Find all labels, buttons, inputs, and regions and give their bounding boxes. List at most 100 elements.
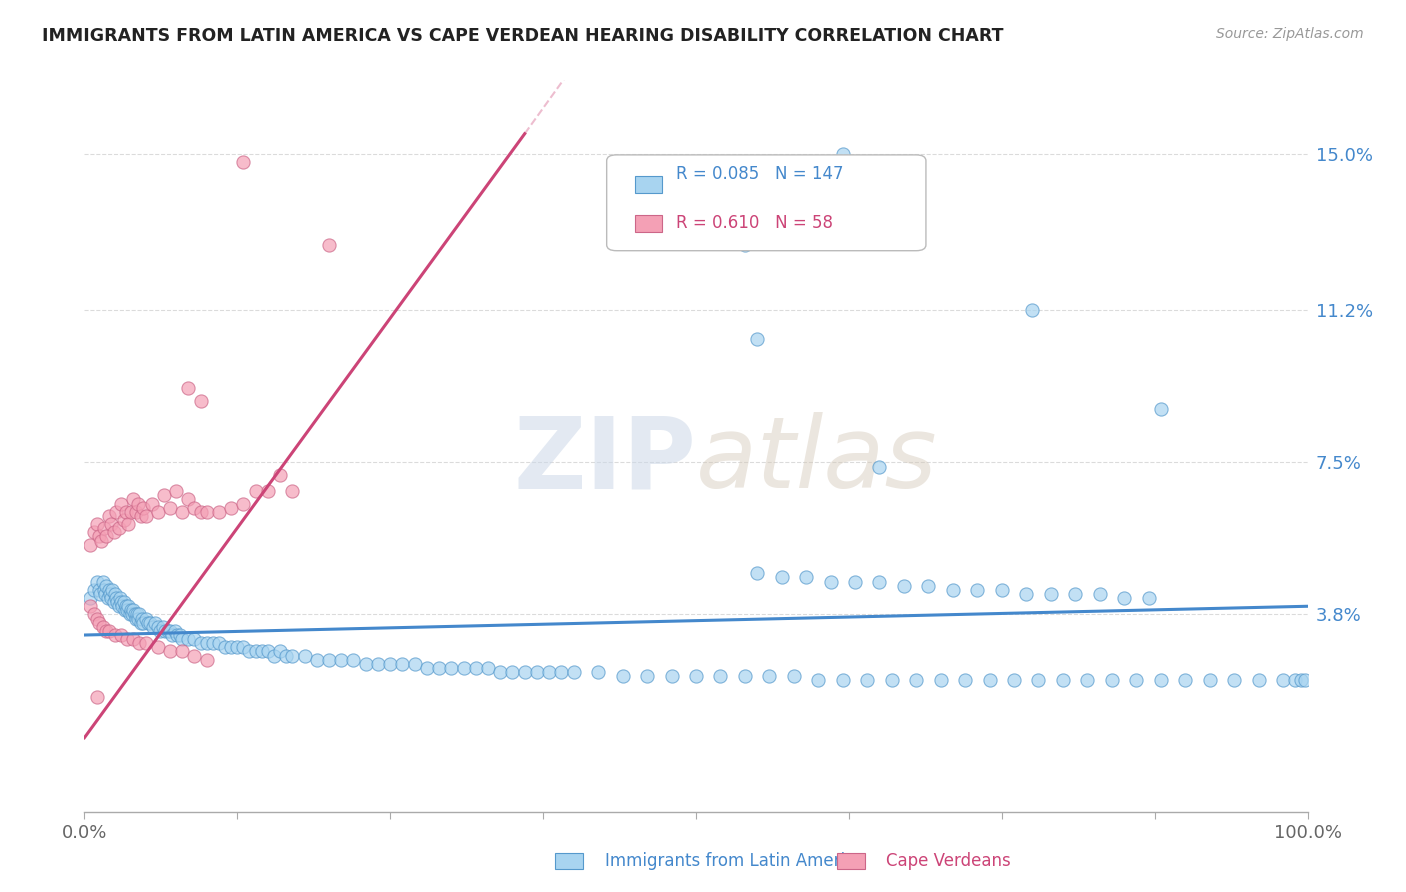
Point (257, 644, 280, 658)
Point (96, 624, 118, 638)
Point (115, 603, 138, 617)
FancyBboxPatch shape (606, 155, 927, 251)
Point (83, 525, 105, 540)
Point (1150, 673, 1173, 688)
Point (101, 582, 124, 597)
Point (93, 582, 115, 597)
Point (281, 648, 304, 663)
Point (281, 484, 304, 499)
Point (169, 628, 191, 642)
Point (661, 669, 683, 683)
Point (709, 669, 731, 683)
Point (91, 620, 114, 634)
Point (96, 529, 118, 543)
Point (122, 603, 145, 617)
Point (177, 632, 200, 647)
Point (232, 155, 254, 169)
Point (122, 492, 145, 507)
Point (942, 582, 965, 597)
Point (453, 661, 475, 675)
Point (929, 673, 952, 688)
Point (139, 615, 162, 630)
Point (1088, 587, 1111, 601)
Point (166, 628, 188, 642)
Point (125, 611, 148, 625)
Point (110, 496, 132, 510)
Point (513, 665, 536, 679)
Point (141, 496, 163, 510)
Point (146, 640, 169, 655)
Point (195, 636, 218, 650)
Point (1039, 587, 1062, 601)
Point (117, 517, 139, 532)
Point (112, 595, 135, 609)
Point (107, 599, 129, 614)
Point (917, 579, 939, 593)
Point (98, 587, 121, 601)
Point (172, 644, 194, 658)
Text: Cape Verdeans: Cape Verdeans (886, 852, 1011, 870)
Point (232, 496, 254, 510)
Point (114, 603, 136, 617)
Point (190, 505, 212, 519)
Point (135, 611, 157, 625)
Point (1076, 673, 1098, 688)
Point (153, 488, 176, 502)
Point (172, 632, 194, 647)
Point (115, 505, 138, 519)
Point (636, 669, 658, 683)
Point (152, 620, 174, 634)
Point (783, 669, 806, 683)
Point (149, 624, 172, 638)
Point (87, 529, 110, 543)
Point (177, 492, 200, 507)
Point (794, 570, 817, 584)
Point (125, 505, 148, 519)
Point (105, 505, 128, 519)
Point (250, 644, 273, 658)
Point (440, 661, 463, 675)
Point (354, 657, 377, 671)
Point (156, 624, 179, 638)
Point (1284, 673, 1306, 688)
Point (122, 632, 145, 647)
Point (1291, 673, 1313, 688)
Point (1223, 673, 1246, 688)
Point (83, 607, 105, 622)
Bar (636, 215, 662, 232)
Point (831, 147, 853, 161)
Point (1272, 673, 1295, 688)
Point (734, 669, 756, 683)
Point (747, 332, 769, 346)
Point (1015, 587, 1038, 601)
Point (464, 661, 486, 675)
Point (79, 599, 101, 614)
Point (1064, 587, 1087, 601)
Point (172, 505, 194, 519)
Point (159, 644, 181, 658)
Point (880, 673, 903, 688)
Point (685, 669, 707, 683)
Point (276, 648, 298, 663)
Point (110, 628, 132, 642)
Point (146, 505, 169, 519)
Point (79, 591, 101, 605)
Point (129, 508, 152, 523)
Point (294, 648, 316, 663)
Point (305, 653, 328, 667)
Point (177, 382, 200, 396)
Point (1125, 673, 1147, 688)
Point (183, 648, 205, 663)
Point (100, 591, 122, 605)
Point (245, 484, 267, 499)
Point (103, 595, 125, 609)
Point (404, 657, 426, 671)
Point (1021, 303, 1043, 318)
Point (1002, 673, 1025, 688)
Point (269, 644, 291, 658)
Point (562, 665, 585, 679)
Point (79, 538, 101, 552)
Point (380, 657, 402, 671)
Point (87, 615, 110, 630)
Point (117, 599, 139, 614)
